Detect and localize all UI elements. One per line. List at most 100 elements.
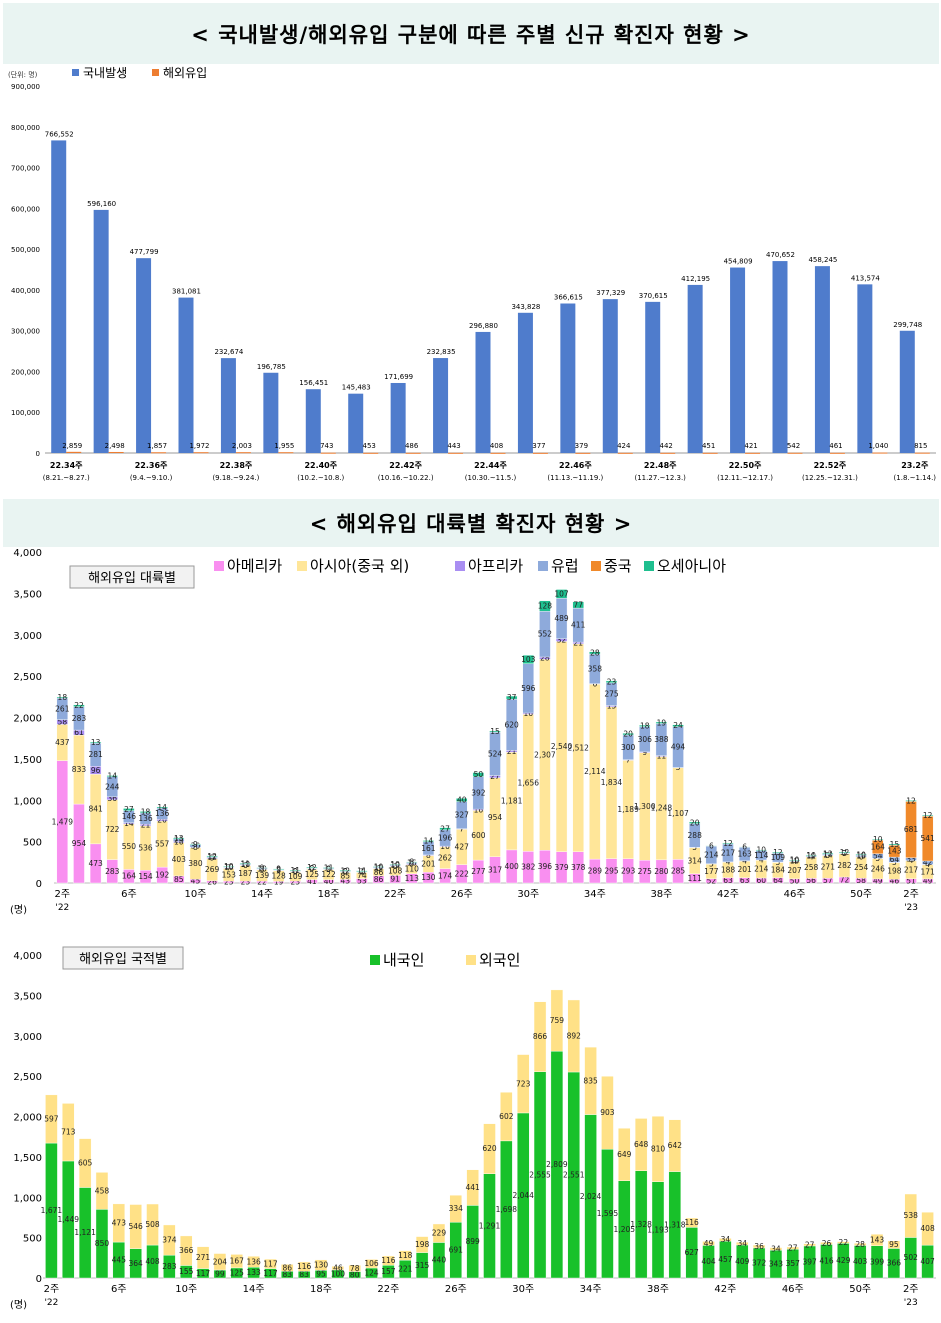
data-label-domestic: 596,160	[87, 200, 116, 208]
data-label-domestic: 366,615	[554, 294, 583, 302]
x-week-label: 22.48주	[644, 461, 677, 470]
bar-segment-5	[772, 851, 784, 854]
data-label-5: 14	[157, 803, 167, 812]
bar-segment-5	[272, 868, 285, 870]
x-tick-label: 34주	[580, 1284, 602, 1295]
data-label-0: 43	[340, 877, 350, 886]
data-label-1: 171	[921, 867, 936, 876]
data-label-1: 1,189	[617, 805, 639, 814]
data-label-0: 409	[735, 1257, 750, 1266]
data-label-1: 649	[617, 1150, 632, 1159]
data-label-0: 283	[162, 1262, 177, 1271]
x-week-label: 22.44주	[474, 461, 507, 470]
data-label-2: 5	[892, 858, 897, 867]
x-week-label: 22.46주	[559, 461, 592, 470]
data-label-1: 546	[129, 1222, 144, 1231]
bar-segment-1	[837, 1241, 850, 1244]
data-label-domestic: 196,785	[257, 363, 286, 371]
bar-segment-5	[189, 843, 202, 845]
data-label-5: 15	[890, 840, 900, 849]
data-label-1: 204	[213, 1257, 228, 1266]
data-label-2: 21	[141, 821, 151, 830]
y-tick-label: 2,500	[13, 1072, 42, 1083]
data-label-5: 13	[91, 738, 101, 747]
data-label-0: 2,044	[512, 1191, 534, 1200]
x-tick-label: 6주	[111, 1284, 127, 1295]
data-label-domestic: 370,615	[639, 292, 668, 300]
data-label-domestic: 145,483	[342, 384, 371, 392]
y-tick-label: 2,000	[13, 1113, 42, 1124]
data-label-1: 605	[78, 1159, 93, 1168]
data-label-0: 124	[364, 1268, 379, 1277]
x-week-label: 22.50주	[729, 461, 762, 470]
bar-segment-1	[180, 1235, 193, 1266]
bar-segment-1	[331, 1266, 345, 1271]
bar-imported	[108, 451, 124, 453]
bar-segment-1	[230, 1254, 243, 1269]
x-week-label: 22.38주	[220, 461, 253, 470]
data-label-2: 7	[226, 864, 231, 873]
data-label-5: 27	[440, 824, 450, 833]
y-tick-label: 800,000	[11, 124, 40, 132]
data-label-0: 99	[215, 1270, 225, 1279]
x-week-label: 22.36주	[135, 461, 168, 470]
bar-segment-1	[62, 1103, 75, 1162]
data-label-imported: 2,003	[232, 442, 252, 450]
data-label-1: 34	[737, 1239, 747, 1248]
data-label-domestic: 377,329	[596, 289, 625, 297]
data-label-imported: 1,955	[274, 442, 294, 450]
data-label-5: 12	[823, 849, 833, 858]
bar-imported	[914, 452, 930, 454]
bar-segment-5	[472, 772, 485, 777]
data-label-0: 457	[718, 1255, 733, 1264]
data-label-1: 810	[651, 1144, 666, 1153]
data-label-5: 6	[742, 843, 747, 852]
data-label-5: 10	[856, 850, 866, 859]
data-label-3: 54	[873, 851, 883, 860]
bar-domestic	[687, 284, 703, 453]
x-year-label: '22	[44, 1298, 58, 1308]
x-tick-label: 34주	[584, 889, 606, 900]
bar-domestic	[433, 358, 449, 453]
data-label-5: 12	[307, 863, 317, 872]
data-label-domestic: 381,081	[172, 288, 201, 296]
bar-domestic	[517, 312, 533, 453]
data-label-0: 399	[870, 1257, 885, 1266]
legend-label-2: 아프리카	[468, 557, 523, 575]
data-label-5: 9	[193, 840, 198, 849]
chart-1-title: < 국내발생/해외유입 구분에 따른 주별 신규 확진자 현황 >	[3, 3, 939, 64]
data-label-3: 300	[621, 743, 636, 752]
legend-label-0: 국내발생	[83, 66, 127, 80]
x-range-label: (1.8.~1.14.)	[894, 474, 937, 482]
bar-imported	[872, 452, 888, 454]
bar-segment-1	[432, 1223, 446, 1243]
data-label-5: 10	[390, 860, 400, 869]
data-label-2: 5	[293, 867, 298, 876]
y-tick-label: 2,500	[13, 672, 42, 683]
bar-segment-5	[306, 866, 318, 869]
data-label-4: 164	[871, 842, 886, 851]
data-label-1: 34	[771, 1244, 781, 1253]
data-label-0: 57	[823, 876, 833, 885]
data-label-1: 427	[455, 842, 470, 851]
x-tick-label: 14주	[243, 1284, 265, 1295]
data-label-2: 15	[607, 702, 617, 711]
data-label-0: 1,698	[496, 1205, 518, 1214]
x-range-label: (10.2.~10.8.)	[297, 474, 344, 482]
x-tick-label: 6주	[121, 889, 137, 900]
bar-domestic	[730, 267, 746, 453]
data-label-1: 27	[788, 1244, 798, 1253]
data-label-1: 136	[246, 1257, 261, 1266]
bar-segment-5	[655, 721, 668, 724]
bar-segment-1	[651, 1116, 665, 1182]
data-label-3: 8	[293, 867, 298, 876]
bar-segment-5	[722, 842, 734, 845]
x-week-label: 22.42주	[389, 461, 422, 470]
data-label-0: 221	[398, 1265, 413, 1274]
data-label-2: 6	[859, 852, 864, 861]
bar-segment-5	[555, 589, 568, 599]
data-label-0: 23	[291, 878, 301, 887]
data-label-imported: 2,859	[62, 442, 82, 450]
bar-segment-5	[322, 867, 335, 869]
data-label-1: 128	[271, 872, 286, 881]
